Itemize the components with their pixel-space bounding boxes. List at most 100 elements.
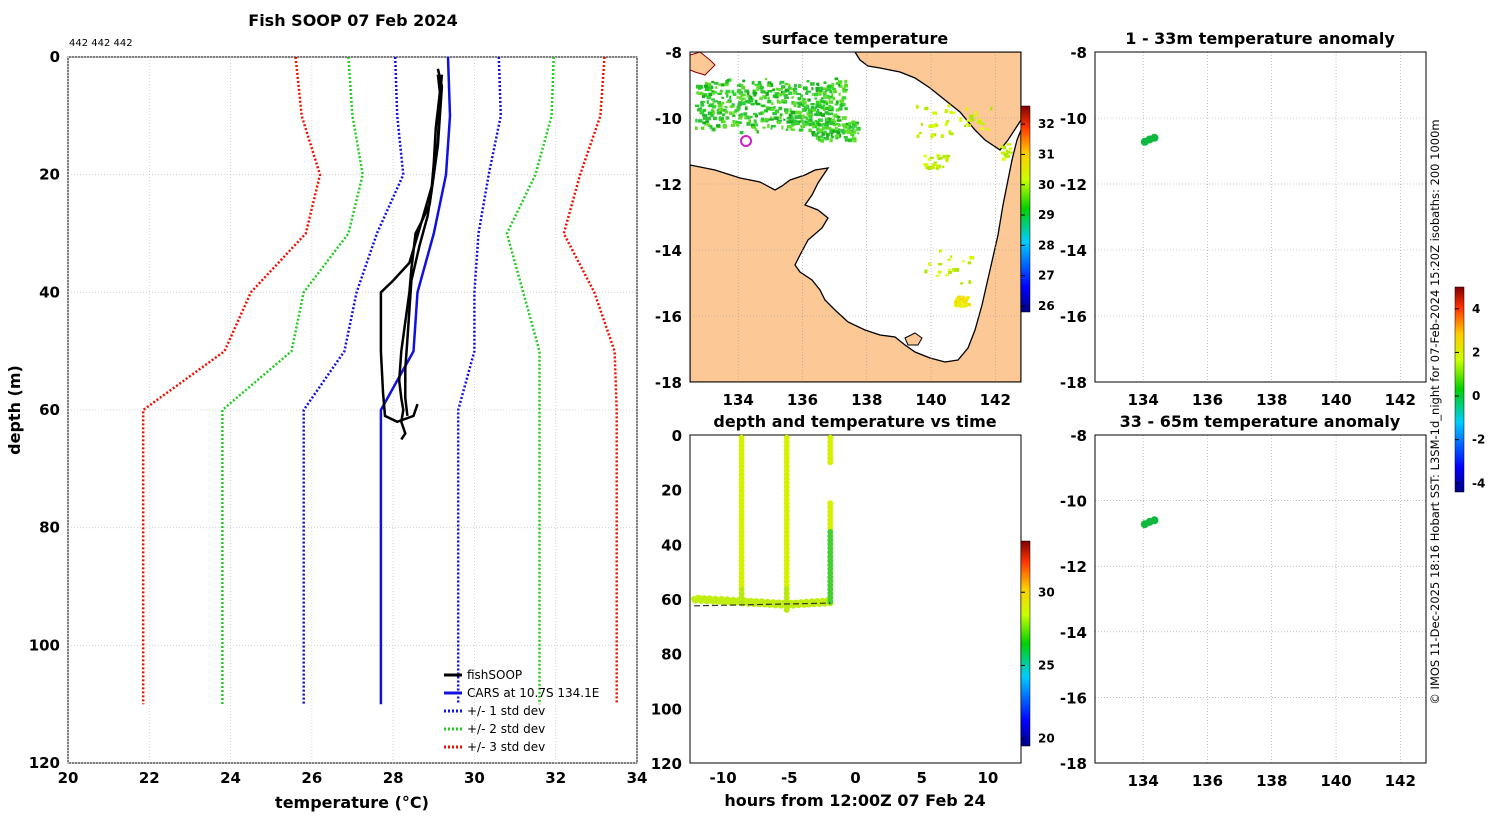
sst-pixel xyxy=(713,116,717,121)
sst-pixel xyxy=(739,131,744,135)
anom2-points xyxy=(1140,516,1159,529)
td-cast-dot xyxy=(783,516,790,523)
sst-pixel xyxy=(785,88,790,92)
sst-pixel xyxy=(756,87,759,91)
sst-pixel xyxy=(700,110,705,115)
sst-cluster-west xyxy=(695,77,848,135)
sst-pixel xyxy=(808,129,812,133)
sst-pixel xyxy=(967,261,972,265)
profile-panel: Fish SOOP 07 Feb 2024 442 442 442 20 22 24… xyxy=(5,11,647,812)
td-cast-dot xyxy=(783,606,790,613)
sst-pixel xyxy=(709,103,713,108)
td-cast-dot xyxy=(827,512,834,519)
td-y-tick-120: 120 xyxy=(651,755,682,773)
sst-pixel xyxy=(726,116,730,120)
sst-pixel xyxy=(814,133,819,137)
cars-line xyxy=(379,56,452,705)
sst-cluster-gulf xyxy=(954,295,971,308)
sst-pixel xyxy=(751,81,755,85)
sst-pixel xyxy=(801,97,805,102)
profile-legend: fishSOOP CARS at 10.7S 134.1E +/- 1 std … xyxy=(444,668,599,754)
sst-pixel xyxy=(776,121,782,125)
sst-pixel xyxy=(821,126,825,130)
sst-pixel xyxy=(768,85,772,88)
td-cast-dot xyxy=(783,488,790,494)
sst-pixel xyxy=(823,130,827,134)
cbar-tick-label--4: -4 xyxy=(1472,476,1485,490)
sst-pixel xyxy=(1000,151,1006,155)
td-cast-dot xyxy=(783,561,790,568)
map-x-tick-140: 140 xyxy=(915,391,946,409)
sst-pixel xyxy=(760,117,765,121)
sst-pixel xyxy=(968,280,972,284)
sst-pixel xyxy=(963,303,968,306)
td-cast-dot xyxy=(783,557,790,564)
sst-pixel xyxy=(954,298,960,303)
sst-pixel xyxy=(805,122,809,126)
sst-pixel xyxy=(819,111,822,116)
td-cast-dot xyxy=(738,574,745,581)
td-y-tick-100: 100 xyxy=(651,700,682,718)
sst-pixel xyxy=(837,128,841,131)
td-cast-dot xyxy=(738,553,745,560)
sst-pixel xyxy=(754,127,758,131)
sst-pixel xyxy=(948,130,952,134)
sst-pixel xyxy=(741,83,744,87)
y-tick-label-40: 40 xyxy=(39,283,60,301)
sst-pixel xyxy=(721,101,725,105)
anom2-frame xyxy=(1094,434,1427,764)
sst-pixel xyxy=(919,132,922,135)
td-cast-dot xyxy=(827,520,834,527)
sst-pixel xyxy=(962,299,967,303)
cbar-tick-label-26: 26 xyxy=(1038,299,1055,313)
sst-pixel xyxy=(815,100,820,105)
sst-pixel xyxy=(1006,150,1011,154)
sst-pixel xyxy=(844,129,849,133)
sst-pixel xyxy=(947,104,951,108)
sst-pixel xyxy=(790,123,796,126)
sst-pixel xyxy=(725,80,729,84)
sst-pixel xyxy=(772,111,778,116)
sst-pixel xyxy=(841,87,846,91)
sst-pixel xyxy=(706,95,712,100)
sst-pixel xyxy=(832,123,837,127)
td-cast-dot xyxy=(738,467,745,474)
sst-pixel xyxy=(811,131,816,135)
sst-pixel xyxy=(1006,143,1012,146)
cbar-tick-label-2: 2 xyxy=(1472,345,1480,359)
sst-pixel xyxy=(818,86,824,91)
sst-pixel xyxy=(823,87,826,91)
td-cast-dot xyxy=(738,447,745,453)
sst-pixel xyxy=(735,120,738,125)
sst-pixel xyxy=(842,96,846,99)
anomaly-colorbar xyxy=(1454,286,1465,493)
std3-high-line xyxy=(562,56,618,705)
sst-pixel xyxy=(798,111,802,115)
td-cast-dot xyxy=(738,496,745,503)
sst-pixel xyxy=(741,97,746,100)
sst-pixel xyxy=(708,87,712,92)
sst-pixel xyxy=(740,93,743,97)
td-cast-dot xyxy=(738,500,745,507)
sst-pixel xyxy=(700,107,703,111)
sst-pixel xyxy=(754,114,759,118)
td-cast-dot xyxy=(783,512,790,519)
cbar-tick-label--2: -2 xyxy=(1472,433,1485,447)
y-tick-label-20: 20 xyxy=(39,166,60,184)
sst-pixel xyxy=(807,98,811,102)
td-cast-dot xyxy=(827,561,834,568)
sst-pixel xyxy=(829,128,834,131)
sst-pixel xyxy=(710,114,714,118)
td-cast-dot xyxy=(738,434,745,441)
sst-pixel xyxy=(822,122,825,126)
td-cast-dot xyxy=(827,594,834,601)
sst-pixel xyxy=(726,93,729,98)
sst-pixel xyxy=(773,116,779,120)
sst-pixel xyxy=(813,93,818,97)
sst-pixel xyxy=(730,123,735,127)
sst-pixel xyxy=(738,90,743,95)
td-marks xyxy=(691,434,834,613)
sst-pixel xyxy=(764,96,767,100)
td-cast-dot xyxy=(738,549,745,556)
